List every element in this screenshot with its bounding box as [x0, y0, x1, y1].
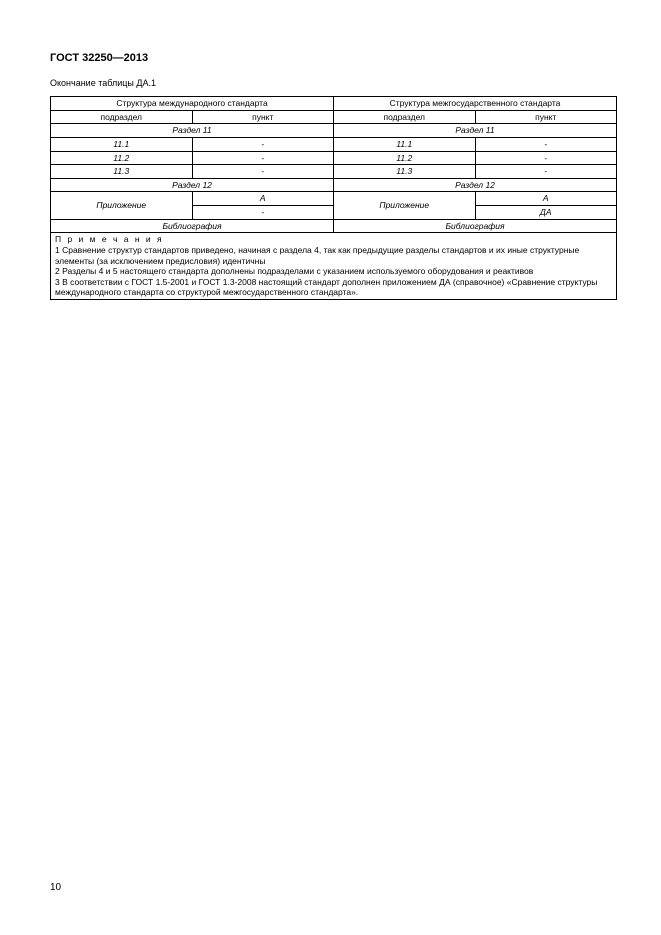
header-right: Структура межгосударственного стандарта — [334, 97, 617, 111]
cell: - — [192, 137, 334, 151]
cell: 11.3 — [334, 165, 476, 179]
cell: 11.1 — [51, 137, 193, 151]
subheader: подраздел — [334, 110, 476, 124]
note-line: 2 Разделы 4 и 5 настоящего стандарта доп… — [55, 266, 533, 276]
table-row: 11.1 - 11.1 - — [51, 137, 617, 151]
table-row: подраздел пункт подраздел пункт — [51, 110, 617, 124]
subheader: подраздел — [51, 110, 193, 124]
table-row: Раздел 11 Раздел 11 — [51, 124, 617, 138]
document-title: ГОСТ 32250—2013 — [50, 52, 617, 64]
bibliography-label: Библиография — [51, 219, 334, 233]
cell: - — [475, 165, 617, 179]
section-title: Раздел 12 — [334, 178, 617, 192]
cell: - — [192, 151, 334, 165]
structure-table: Структура международного стандарта Струк… — [50, 96, 617, 300]
section-title: Раздел 11 — [51, 124, 334, 138]
cell: 11.2 — [334, 151, 476, 165]
note-line: 1 Сравнение структур стандартов приведен… — [55, 245, 579, 266]
note-line: 3 В соответствии с ГОСТ 1.5-2001 и ГОСТ … — [55, 277, 597, 298]
page-number: 10 — [50, 882, 61, 893]
table-row: Приложение А Приложение А — [51, 192, 617, 206]
subheader: пункт — [192, 110, 334, 124]
table-row: 11.3 - 11.3 - — [51, 165, 617, 179]
cell: А — [475, 192, 617, 206]
cell: А — [192, 192, 334, 206]
table-row: Структура международного стандарта Струк… — [51, 97, 617, 111]
cell: - — [475, 151, 617, 165]
table-row: 11.2 - 11.2 - — [51, 151, 617, 165]
cell: - — [192, 165, 334, 179]
cell: 11.3 — [51, 165, 193, 179]
cell: - — [475, 137, 617, 151]
cell: 11.2 — [51, 151, 193, 165]
table-row: Раздел 12 Раздел 12 — [51, 178, 617, 192]
section-title: Раздел 12 — [51, 178, 334, 192]
appendix-label: Приложение — [51, 192, 193, 219]
table-row: П р и м е ч а н и я 1 Сравнение структур… — [51, 233, 617, 300]
cell: 11.1 — [334, 137, 476, 151]
notes-cell: П р и м е ч а н и я 1 Сравнение структур… — [51, 233, 617, 300]
subheader: пункт — [475, 110, 617, 124]
table-caption: Окончание таблицы ДА.1 — [50, 78, 617, 88]
section-title: Раздел 11 — [334, 124, 617, 138]
appendix-label: Приложение — [334, 192, 476, 219]
cell: ДА — [475, 206, 617, 220]
notes-heading: П р и м е ч а н и я — [55, 234, 164, 244]
bibliography-label: Библиография — [334, 219, 617, 233]
table-row: Библиография Библиография — [51, 219, 617, 233]
cell: - — [192, 206, 334, 220]
header-left: Структура международного стандарта — [51, 97, 334, 111]
